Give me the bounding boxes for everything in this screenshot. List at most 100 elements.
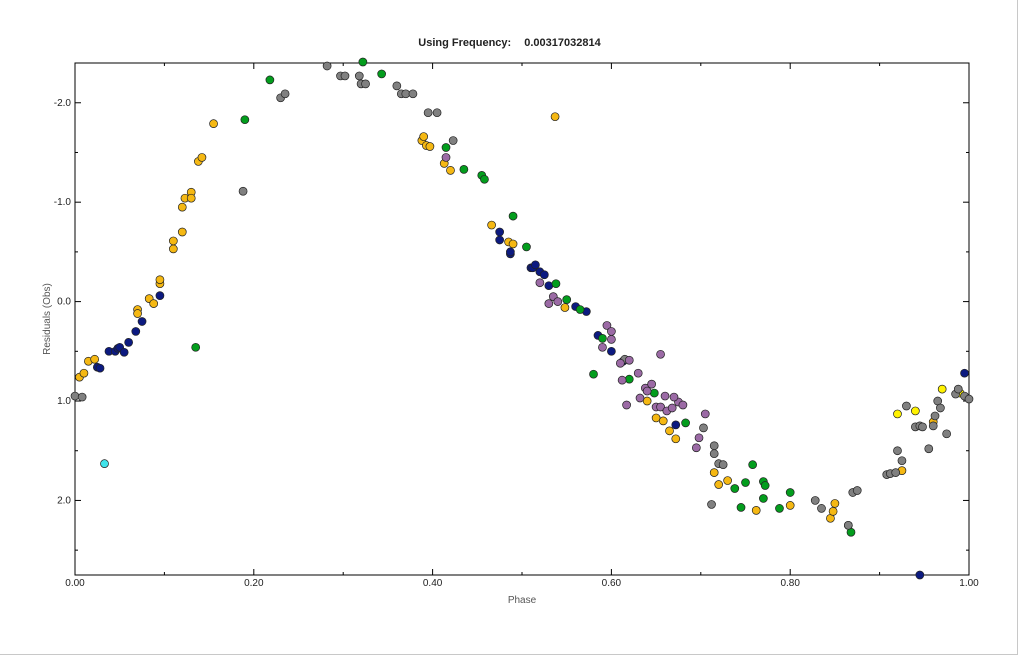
data-point [678,400,688,410]
data-point [893,446,902,456]
data-point [539,270,549,280]
y-axis-label: Residuals (Obs) [42,283,53,355]
data-point [928,421,938,431]
data-point [432,108,442,118]
data-point [137,317,147,326]
data-point [240,115,250,125]
data-point [562,295,572,304]
data-point [691,443,701,453]
data-point [699,423,708,433]
data-point [589,369,598,379]
data-point [817,504,826,513]
data-point [70,391,80,401]
y-tick-label: 1.0 [57,396,71,407]
data-point [660,391,670,401]
y-tick-label: 0.0 [57,297,71,308]
frequency-value: 0.00317032814 [524,37,601,49]
data-point [602,321,612,330]
data-point [480,174,489,184]
data-point [124,338,133,347]
data-point [736,503,746,512]
data-point [575,305,585,314]
data-point [358,57,368,67]
data-point [622,400,631,410]
data-point [936,403,945,413]
data-point [186,193,196,203]
data-point [377,69,386,79]
x-tick-label: 0.00 [65,578,85,589]
data-point [79,368,89,378]
x-tick-label: 1.00 [959,578,979,589]
data-point [741,478,750,487]
data-point [665,426,674,436]
data-point [617,375,627,385]
data-point [953,384,963,394]
data-point [671,434,681,444]
data-point [624,355,634,365]
data-point [441,153,451,162]
data-point [723,476,732,485]
data-point [280,89,290,99]
data-point [897,456,907,466]
data-point [647,379,656,389]
data-point [852,486,862,495]
data-point [714,480,724,489]
data-point [560,303,570,312]
data-point [401,89,411,99]
data-point [531,260,540,270]
data-point [544,281,554,291]
data-point [607,327,616,336]
data-point [77,392,87,402]
data-point [667,403,677,413]
data-point [361,79,370,89]
data-point [535,278,545,288]
data-point [508,211,518,221]
x-axis-label: Phase [508,595,537,606]
data-point [642,396,652,406]
data-point [681,418,690,428]
data-point [656,349,665,359]
data-point [177,202,187,212]
data-point [843,520,853,530]
data-point [694,433,704,443]
data-point [408,89,418,99]
data-point [598,334,607,343]
data-point [191,342,201,352]
data-point [709,468,719,477]
data-point [487,220,496,230]
data-point [265,75,275,85]
x-tick-label: 0.40 [423,578,443,589]
data-point [607,335,616,344]
data-point [551,279,561,289]
data-point [149,299,159,308]
data-point [651,413,661,423]
data-point [785,488,795,497]
data-point [168,236,178,246]
data-point [90,354,100,364]
data-point [495,235,504,245]
data-point [607,346,616,356]
data-point [830,499,840,508]
data-point [671,420,681,430]
data-point [942,429,952,439]
data-point [441,143,451,152]
data-point [964,394,974,404]
data-point [209,119,218,128]
data-point [930,411,940,421]
data-points [70,57,974,580]
data-point [553,297,563,306]
data-point [446,166,455,175]
y-tick-label: -2.0 [54,98,72,109]
data-point [748,460,758,469]
data-point [133,309,142,318]
data-point [730,484,740,493]
data-point [709,449,719,459]
data-point [506,247,515,257]
data-point [918,422,927,432]
data-point [544,299,554,308]
chart-title: Using Frequency: 0.00317032814 [0,37,1019,49]
data-point [649,388,659,398]
data-point [95,363,105,373]
data-point [354,71,364,81]
